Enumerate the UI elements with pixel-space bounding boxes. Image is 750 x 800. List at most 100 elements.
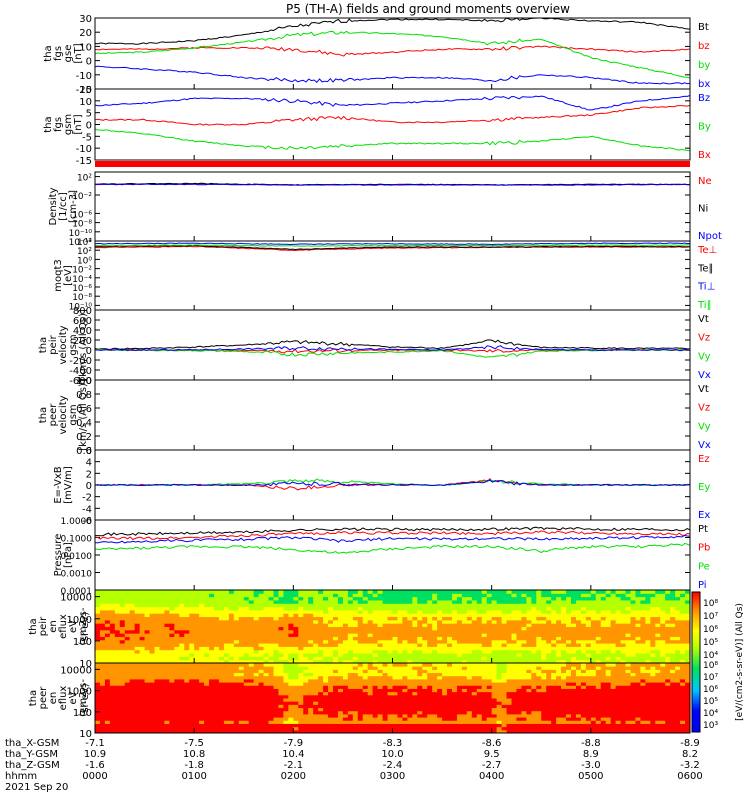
heatmap-cell: [422, 606, 428, 611]
heatmap-cell: [318, 688, 324, 693]
heatmap-cell: [516, 659, 522, 664]
heatmap-cell: [516, 707, 522, 712]
heatmap-cell: [278, 691, 284, 696]
heatmap-cell: [556, 596, 562, 601]
heatmap-cell: [640, 590, 646, 594]
heatmap-cell: [283, 649, 289, 654]
heatmap-cell: [99, 643, 106, 647]
heatmap-cell: [169, 717, 175, 721]
heatmap-cell: [655, 599, 661, 604]
heatmap-cell: [412, 623, 418, 627]
heatmap-cell: [104, 619, 111, 624]
heatmap-cell: [233, 653, 240, 657]
heatmap-cell: [456, 717, 463, 721]
heatmap-cell: [427, 599, 433, 604]
heatmap-cell: [337, 626, 344, 631]
heatmap-cell: [119, 707, 126, 712]
heatmap-cell: [382, 596, 389, 601]
heatmap-cell: [99, 590, 106, 594]
heatmap-cell: [471, 704, 478, 709]
heatmap-cell: [253, 691, 260, 696]
heatmap-cell: [645, 606, 651, 611]
heatmap-cell: [313, 704, 319, 709]
heatmap-cell: [149, 659, 155, 664]
heatmap-cell: [342, 623, 349, 627]
heatmap-cell: [174, 688, 180, 693]
heatmap-cell: [357, 682, 364, 686]
heatmap-cell: [580, 633, 587, 637]
heatmap-cell: [417, 619, 423, 624]
heatmap-cell: [293, 666, 299, 670]
heatmap-cell: [99, 656, 106, 661]
heatmap-cell: [283, 682, 289, 686]
heatmap-cell: [561, 596, 567, 601]
heatmap-cell: [536, 698, 542, 702]
heatmap-cell: [347, 685, 354, 689]
heatmap-cell: [575, 646, 582, 651]
heatmap-cell: [402, 596, 408, 601]
heatmap-cell: [417, 691, 423, 696]
heatmap-cell: [248, 613, 255, 618]
y-axis-label: [km/s (All Qs)]: [78, 309, 89, 381]
heatmap-cell: [486, 688, 493, 693]
heatmap-cell: [362, 619, 369, 624]
heatmap-cell: [392, 596, 398, 601]
heatmap-cell: [179, 623, 185, 627]
heatmap-cell: [585, 599, 592, 604]
heatmap-cell: [466, 649, 473, 654]
heatmap-cell: [625, 639, 631, 644]
heatmap-cell: [129, 619, 136, 624]
heatmap-cell: [209, 636, 215, 641]
heatmap-cell: [184, 663, 190, 667]
heatmap-cell: [347, 603, 354, 608]
heatmap-cell: [660, 643, 666, 647]
heatmap-cell: [159, 616, 165, 621]
heatmap-cell: [313, 606, 319, 611]
heatmap-cell: [412, 590, 418, 594]
heatmap-cell: [114, 672, 121, 677]
heatmap-cell: [357, 649, 364, 654]
heatmap-cell: [546, 616, 552, 621]
heatmap-cell: [615, 616, 622, 621]
heatmap-cell: [273, 590, 279, 594]
heatmap-cell: [541, 691, 547, 696]
heatmap-cell: [194, 710, 200, 715]
heatmap-cell: [392, 626, 398, 631]
heatmap-cell: [486, 678, 493, 683]
heatmap-cell: [476, 659, 483, 664]
heatmap-cell: [352, 694, 359, 699]
heatmap-cell: [556, 717, 562, 721]
heatmap-cell: [337, 717, 344, 721]
heatmap-cell: [402, 720, 408, 724]
heatmap-cell: [471, 666, 478, 670]
heatmap-cell: [109, 606, 116, 611]
y-axis-label: peer: [48, 403, 59, 427]
heatmap-cell: [630, 623, 636, 627]
heatmap-cell: [218, 653, 225, 657]
heatmap-cell: [516, 678, 522, 683]
heatmap-cell: [620, 590, 627, 594]
heatmap-cell: [526, 726, 532, 731]
heatmap-cell: [104, 613, 111, 618]
heatmap-cell: [169, 636, 175, 641]
heatmap-cell: [342, 685, 349, 689]
heatmap-cell: [575, 626, 582, 631]
heatmap-cell: [526, 694, 532, 699]
heatmap-cell: [412, 656, 418, 661]
heatmap-cell: [99, 729, 106, 734]
heatmap-cell: [432, 619, 438, 624]
heatmap-cell: [501, 729, 508, 734]
heatmap-cell: [174, 606, 180, 611]
heatmap-cell: [556, 629, 562, 634]
heatmap-cell: [298, 659, 304, 664]
heatmap-cell: [199, 685, 205, 689]
heatmap-cell: [536, 672, 542, 677]
heatmap-cell: [293, 707, 299, 712]
heatmap-cell: [367, 643, 374, 647]
heatmap-cell: [605, 590, 612, 594]
heatmap-cell: [333, 649, 339, 654]
heatmap-cell: [516, 669, 522, 674]
heatmap-cell: [273, 685, 279, 689]
heatmap-cell: [556, 663, 562, 667]
heatmap-cell: [263, 590, 270, 594]
